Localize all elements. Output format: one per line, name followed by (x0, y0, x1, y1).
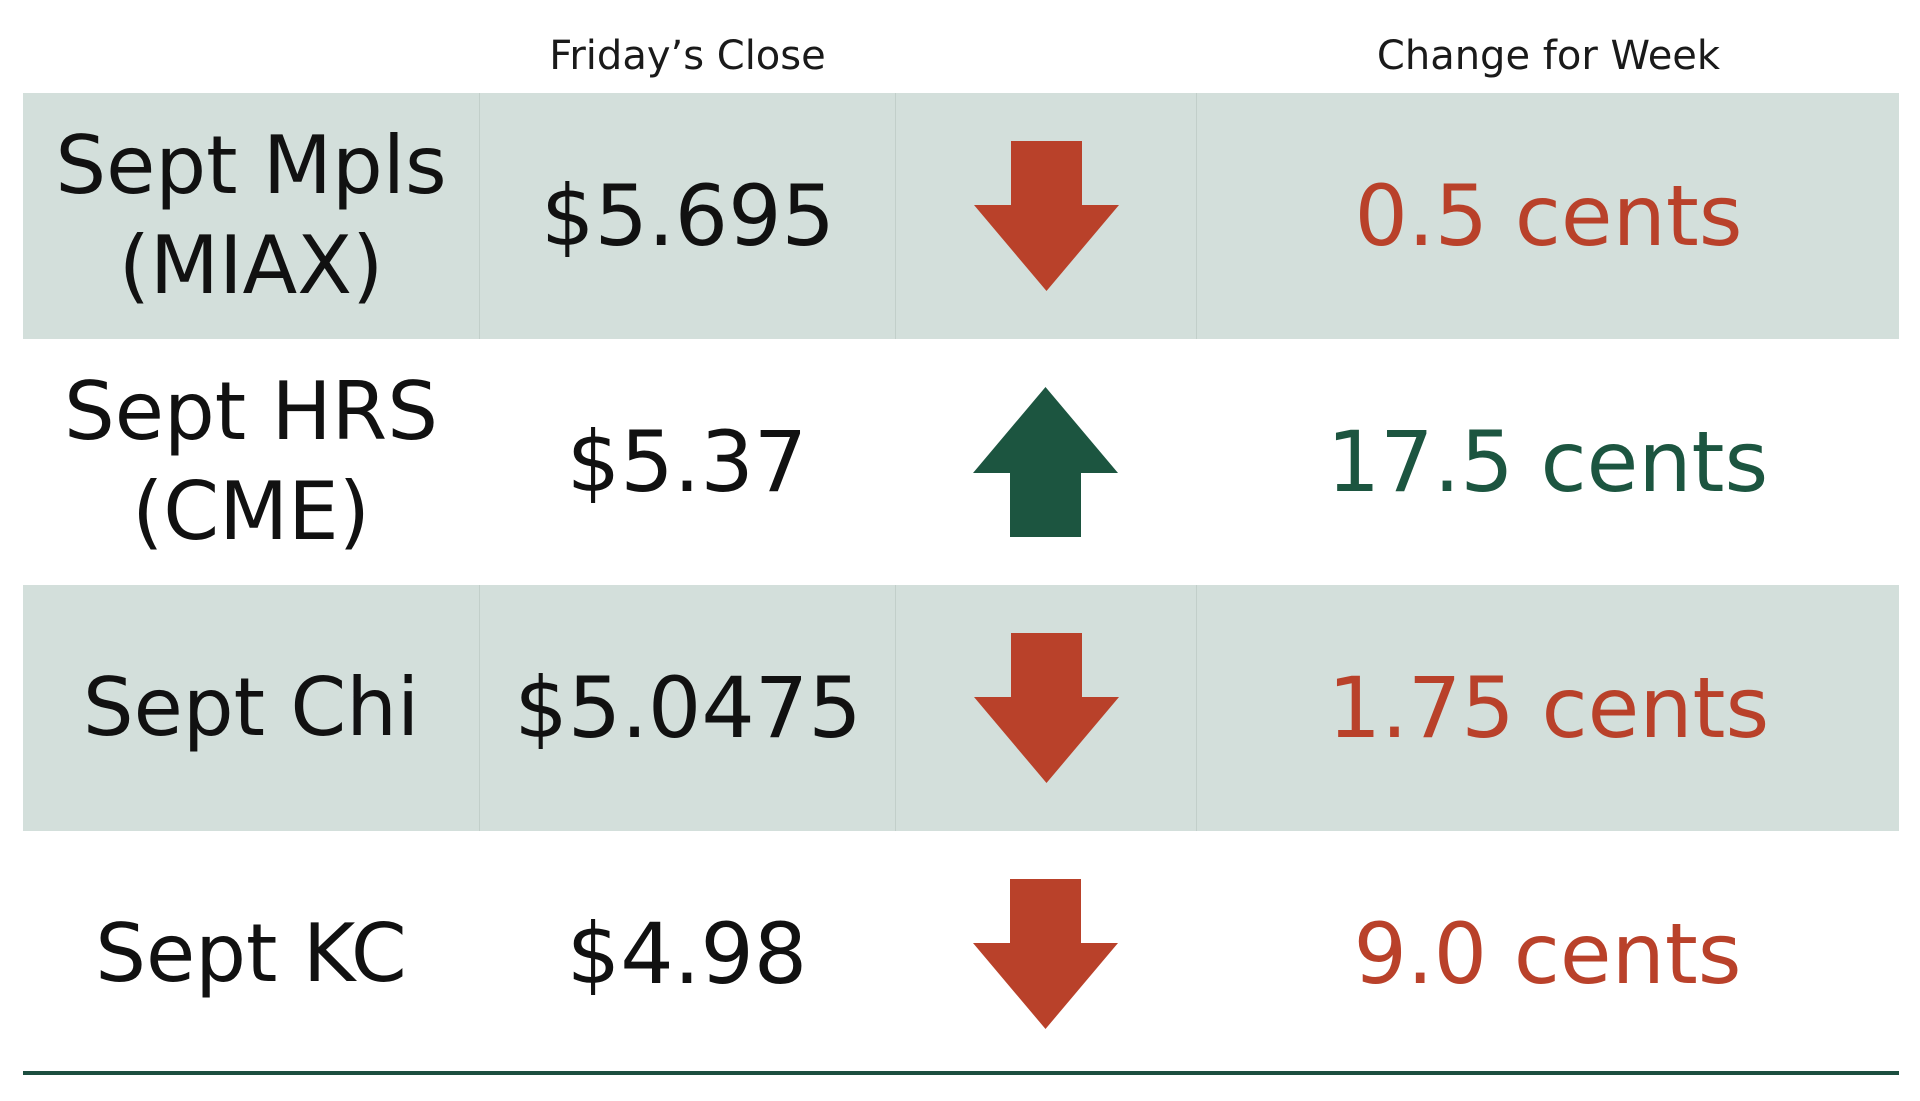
contract-name: Sept Mpls (MIAX) (55, 119, 447, 312)
change-cell: 17.5 cents (1196, 339, 1899, 585)
weekly-change: 1.75 cents (1327, 659, 1770, 757)
arrow-up-icon (973, 387, 1118, 537)
arrow-cell (895, 339, 1196, 585)
contract-cell: Sept KC (23, 831, 479, 1077)
close-cell: $5.37 (479, 339, 895, 585)
contract-cell: Sept Mpls (MIAX) (23, 93, 479, 339)
change-cell: 9.0 cents (1196, 831, 1899, 1077)
weekly-change: 9.0 cents (1353, 905, 1742, 1003)
weekly-change: 0.5 cents (1354, 167, 1743, 265)
arrow-down-icon (974, 633, 1119, 783)
weekly-change: 17.5 cents (1326, 413, 1769, 511)
table-row: Sept Chi $5.0475 1.75 cents (23, 585, 1899, 831)
close-cell: $5.0475 (479, 585, 896, 831)
close-price: $5.695 (541, 167, 835, 265)
arrow-up-icon-shape (973, 387, 1118, 537)
close-price: $4.98 (566, 905, 808, 1003)
table-row: Sept Mpls (MIAX) $5.695 0.5 cents (23, 93, 1899, 339)
contract-cell: Sept HRS (CME) (23, 339, 479, 585)
arrow-down-icon-shape (974, 633, 1119, 783)
close-price: $5.37 (566, 413, 808, 511)
contract-name: Sept KC (95, 907, 407, 1000)
change-cell: 1.75 cents (1196, 585, 1900, 831)
change-for-week-header: Change for Week (1376, 33, 1721, 79)
bottom-rule (23, 1071, 1899, 1075)
table-row: Sept KC $4.98 9.0 cents (23, 831, 1899, 1077)
change-cell: 0.5 cents (1196, 93, 1900, 339)
arrow-cell (895, 585, 1197, 831)
table-row: Sept HRS (CME) $5.37 17.5 cents (23, 339, 1899, 585)
arrow-cell (895, 93, 1197, 339)
arrow-down-icon-shape (973, 879, 1118, 1029)
close-cell: $5.695 (479, 93, 896, 339)
contract-cell: Sept Chi (23, 585, 479, 831)
arrow-down-icon-shape (974, 141, 1119, 291)
arrow-down-icon (974, 141, 1119, 291)
fridays-close-header: Friday’s Close (549, 33, 826, 79)
close-cell: $4.98 (479, 831, 895, 1077)
contract-name: Sept Chi (82, 661, 420, 754)
price-table: Sept Mpls (MIAX) $5.695 0.5 cents Sept H… (23, 93, 1899, 1075)
close-price: $5.0475 (514, 659, 862, 757)
contract-name: Sept HRS (CME) (63, 365, 439, 558)
arrow-cell (895, 831, 1196, 1077)
table-header: Friday’s Close Change for Week (0, 0, 1920, 93)
arrow-down-icon (973, 879, 1118, 1029)
